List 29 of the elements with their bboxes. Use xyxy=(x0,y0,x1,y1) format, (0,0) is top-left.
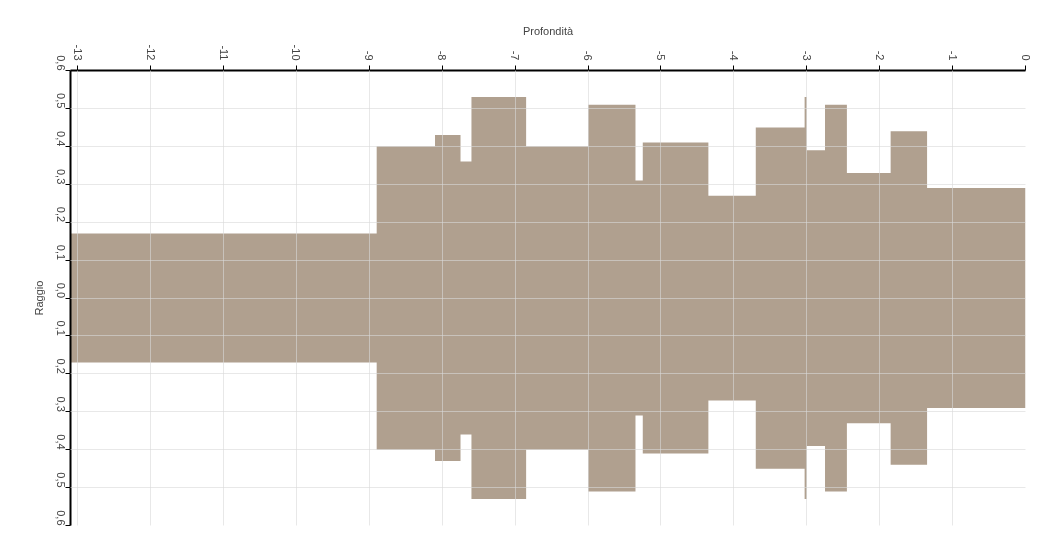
x-tick-label: -12 xyxy=(144,44,157,61)
x-tick-label: -11 xyxy=(217,45,230,61)
y-tick-label: 0,6 xyxy=(54,55,67,71)
x-tick-label: -2 xyxy=(873,50,886,61)
x-tick-label: -8 xyxy=(436,50,449,61)
x-tick-label: -13 xyxy=(71,44,84,61)
y-tick-label: 0,4 xyxy=(54,434,67,450)
y-tick-label: 0,5 xyxy=(54,93,67,109)
y-tick-label: 0,1 xyxy=(54,244,67,261)
x-tick-label: -10 xyxy=(290,44,303,61)
y-tick-label: 0,1 xyxy=(54,320,67,336)
x-tick-label: -1 xyxy=(946,50,959,61)
x-axis-title: Profondità xyxy=(522,24,574,37)
y-tick-label: 0,4 xyxy=(54,131,67,147)
x-tick-label: -5 xyxy=(655,50,667,61)
x-tick-label: -6 xyxy=(582,50,595,61)
x-tick-label: 0 xyxy=(1019,54,1032,61)
x-tick-label: -7 xyxy=(509,50,522,61)
y-tick-label: 0,2 xyxy=(54,206,67,223)
y-tick-label: 0,3 xyxy=(54,168,67,185)
x-tick-label: -9 xyxy=(363,50,376,61)
x-tick-label: -3 xyxy=(800,50,813,61)
y-tick-label: 0,3 xyxy=(54,396,67,412)
y-axis-title: Raggio xyxy=(32,280,45,316)
y-tick-label: 0,6 xyxy=(54,510,67,526)
y-tick-label: 0,5 xyxy=(54,472,67,488)
y-tick-label: 0,2 xyxy=(54,358,67,374)
y-tick-label: 0,0 xyxy=(54,282,67,299)
x-tick-label: -4 xyxy=(727,50,740,61)
